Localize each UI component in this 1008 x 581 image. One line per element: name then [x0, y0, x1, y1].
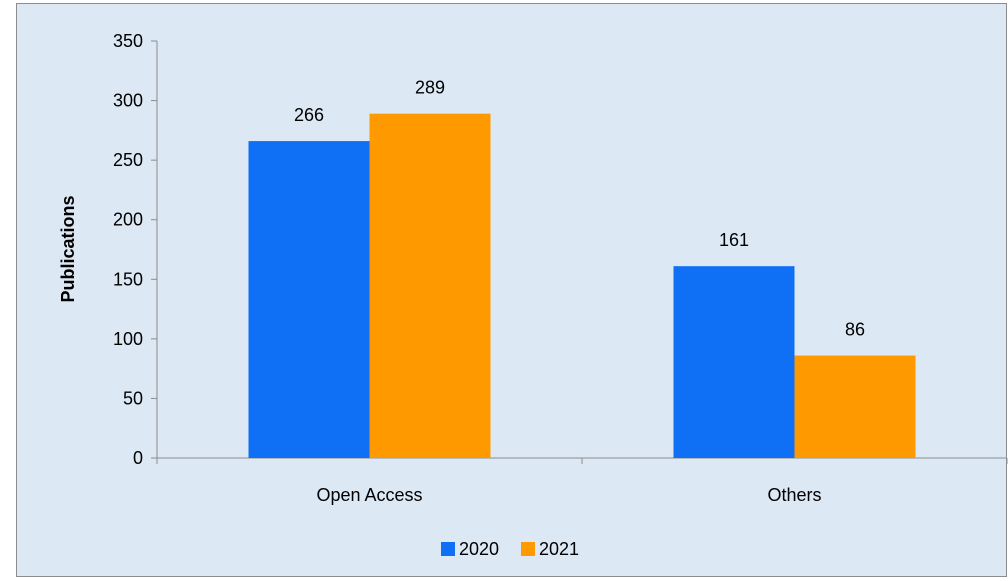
legend: 2020 2021: [441, 539, 579, 559]
legend-label: 2021: [539, 539, 579, 559]
bar: [369, 113, 491, 459]
y-tick-label: 0: [133, 448, 143, 468]
data-label: 86: [845, 320, 865, 340]
x-tick-label: Open Access: [316, 485, 422, 505]
y-tick-label: 50: [123, 388, 143, 408]
chart-frame: [16, 3, 1007, 577]
data-label: 266: [294, 105, 324, 125]
data-label: 289: [415, 78, 445, 98]
x-tick-label: Others: [767, 485, 821, 505]
y-tick-label: 200: [113, 210, 143, 230]
data-labels: 266 289 161 86: [294, 78, 865, 340]
bars: [248, 113, 916, 459]
bar: [673, 266, 795, 458]
data-label: 161: [719, 230, 749, 250]
bar: [248, 141, 370, 458]
y-axis-title: Publications: [58, 195, 78, 302]
y-tick-label: 250: [113, 150, 143, 170]
legend-swatch: [521, 542, 535, 556]
y-tick-label: 300: [113, 91, 143, 111]
bar: [794, 355, 916, 458]
y-tick-label: 150: [113, 269, 143, 289]
legend-swatch: [441, 542, 455, 556]
y-axis: 0 50 100 150 200 250 300 350: [113, 31, 158, 468]
y-tick-label: 350: [113, 31, 143, 51]
y-tick-label: 100: [113, 329, 143, 349]
x-axis: Open Access Others: [156, 457, 1008, 505]
legend-label: 2020: [459, 539, 499, 559]
